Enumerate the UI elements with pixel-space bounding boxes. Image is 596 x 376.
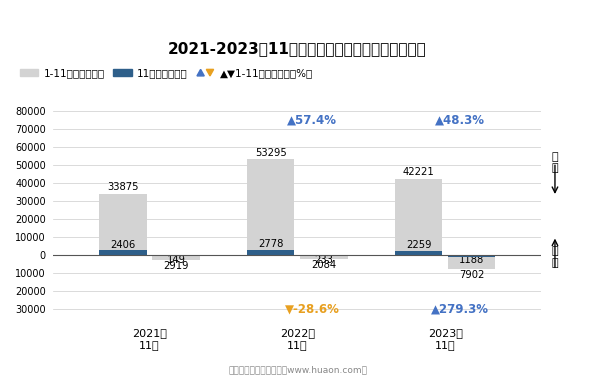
Text: 1188: 1188 <box>459 255 485 265</box>
Bar <box>395 251 442 255</box>
Text: 33875: 33875 <box>107 182 139 193</box>
Text: 出
口: 出 口 <box>551 152 558 173</box>
Bar <box>448 255 495 269</box>
Text: 53295: 53295 <box>255 147 287 158</box>
Bar <box>448 255 495 257</box>
Text: 进
口: 进 口 <box>551 247 558 268</box>
Text: 2084: 2084 <box>311 259 337 270</box>
Text: ▲57.4%: ▲57.4% <box>287 114 337 126</box>
Text: 2406: 2406 <box>110 240 135 250</box>
Bar <box>300 255 347 259</box>
Text: 2259: 2259 <box>406 240 432 250</box>
Bar <box>247 159 294 255</box>
Text: ▲279.3%: ▲279.3% <box>431 302 489 315</box>
Title: 2021-2023年11月青岛即墨综合保税区进、出口额: 2021-2023年11月青岛即墨综合保税区进、出口额 <box>168 41 427 56</box>
Text: 233: 233 <box>315 255 333 265</box>
Legend: 1-11月（万美元）, 11月（万美元）, ▲▼1-11月同比增速（%）: 1-11月（万美元）, 11月（万美元）, ▲▼1-11月同比增速（%） <box>20 68 313 78</box>
Text: 制图：华经产业研究院（www.huaon.com）: 制图：华经产业研究院（www.huaon.com） <box>228 365 368 374</box>
Bar <box>99 194 147 255</box>
Text: 2919: 2919 <box>163 261 189 271</box>
Bar <box>395 179 442 255</box>
Text: 149: 149 <box>167 255 185 265</box>
Bar <box>99 250 147 255</box>
Bar <box>153 255 200 260</box>
Text: 42221: 42221 <box>403 167 434 177</box>
Bar <box>247 250 294 255</box>
Text: 7902: 7902 <box>459 270 485 280</box>
Text: ▲48.3%: ▲48.3% <box>435 114 485 126</box>
Text: 2778: 2778 <box>258 239 284 249</box>
Text: ▼-28.6%: ▼-28.6% <box>285 302 340 315</box>
